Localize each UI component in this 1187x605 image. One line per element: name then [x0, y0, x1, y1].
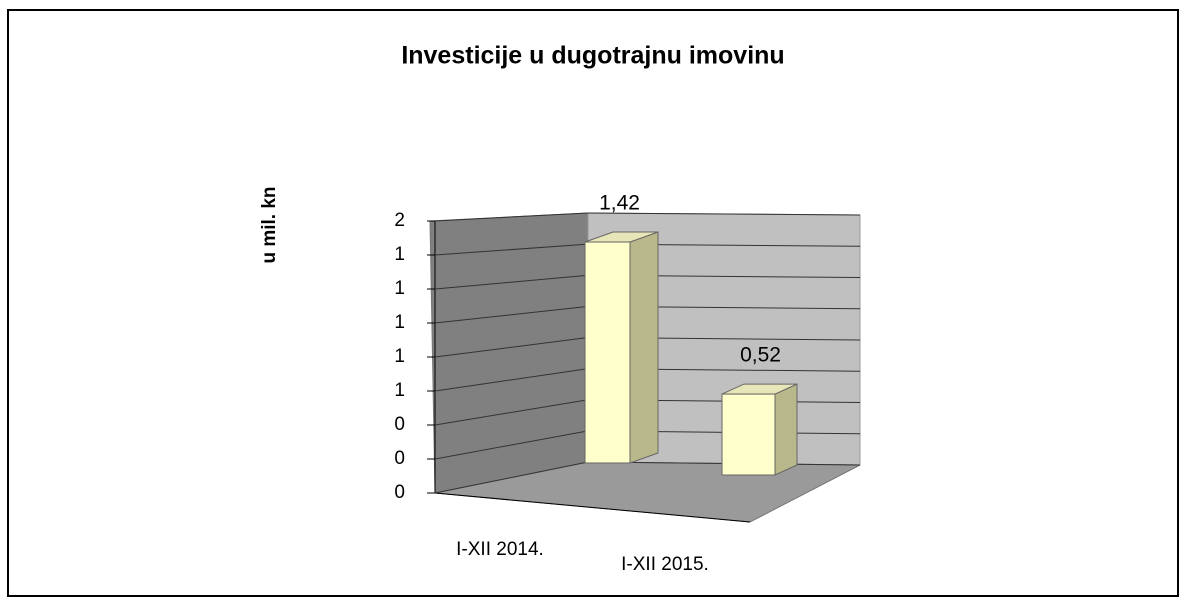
x-tick-label: I-XII 2014.	[456, 539, 544, 560]
y-tick-label: 1	[394, 346, 405, 367]
value-label: 0,52	[740, 344, 781, 367]
grid-line	[434, 368, 589, 392]
x-tick-label: I-XII 2015.	[621, 554, 709, 575]
grid-line	[434, 337, 589, 358]
y-tick-label: 0	[394, 482, 405, 503]
grid-line	[434, 274, 589, 290]
y-tick-label: 0	[394, 448, 405, 469]
y-tick-label: 1	[394, 312, 405, 333]
y-tick-label: 1	[394, 244, 405, 265]
y-tick-label: 1	[394, 380, 405, 401]
grid-line	[587, 212, 861, 216]
side-wall	[429, 212, 589, 494]
bar	[721, 393, 776, 476]
bar	[584, 241, 631, 464]
grid-line	[434, 399, 589, 426]
y-tick-label: 2	[394, 210, 405, 231]
bar-side	[629, 231, 659, 464]
bar-side	[774, 383, 798, 476]
grid-line	[434, 305, 589, 324]
y-tick-label: 0	[394, 414, 405, 435]
value-label: 1,42	[599, 192, 640, 215]
grid-line	[434, 461, 589, 494]
x-axis	[434, 492, 751, 523]
chart-title: Investicije u dugotrajnu imovinu	[401, 42, 784, 70]
grid-line	[434, 212, 589, 222]
grid-line	[434, 430, 589, 460]
y-axis-label: u mil. kn	[259, 186, 280, 263]
y-tick-label: 1	[394, 278, 405, 299]
grid-line	[434, 243, 589, 256]
